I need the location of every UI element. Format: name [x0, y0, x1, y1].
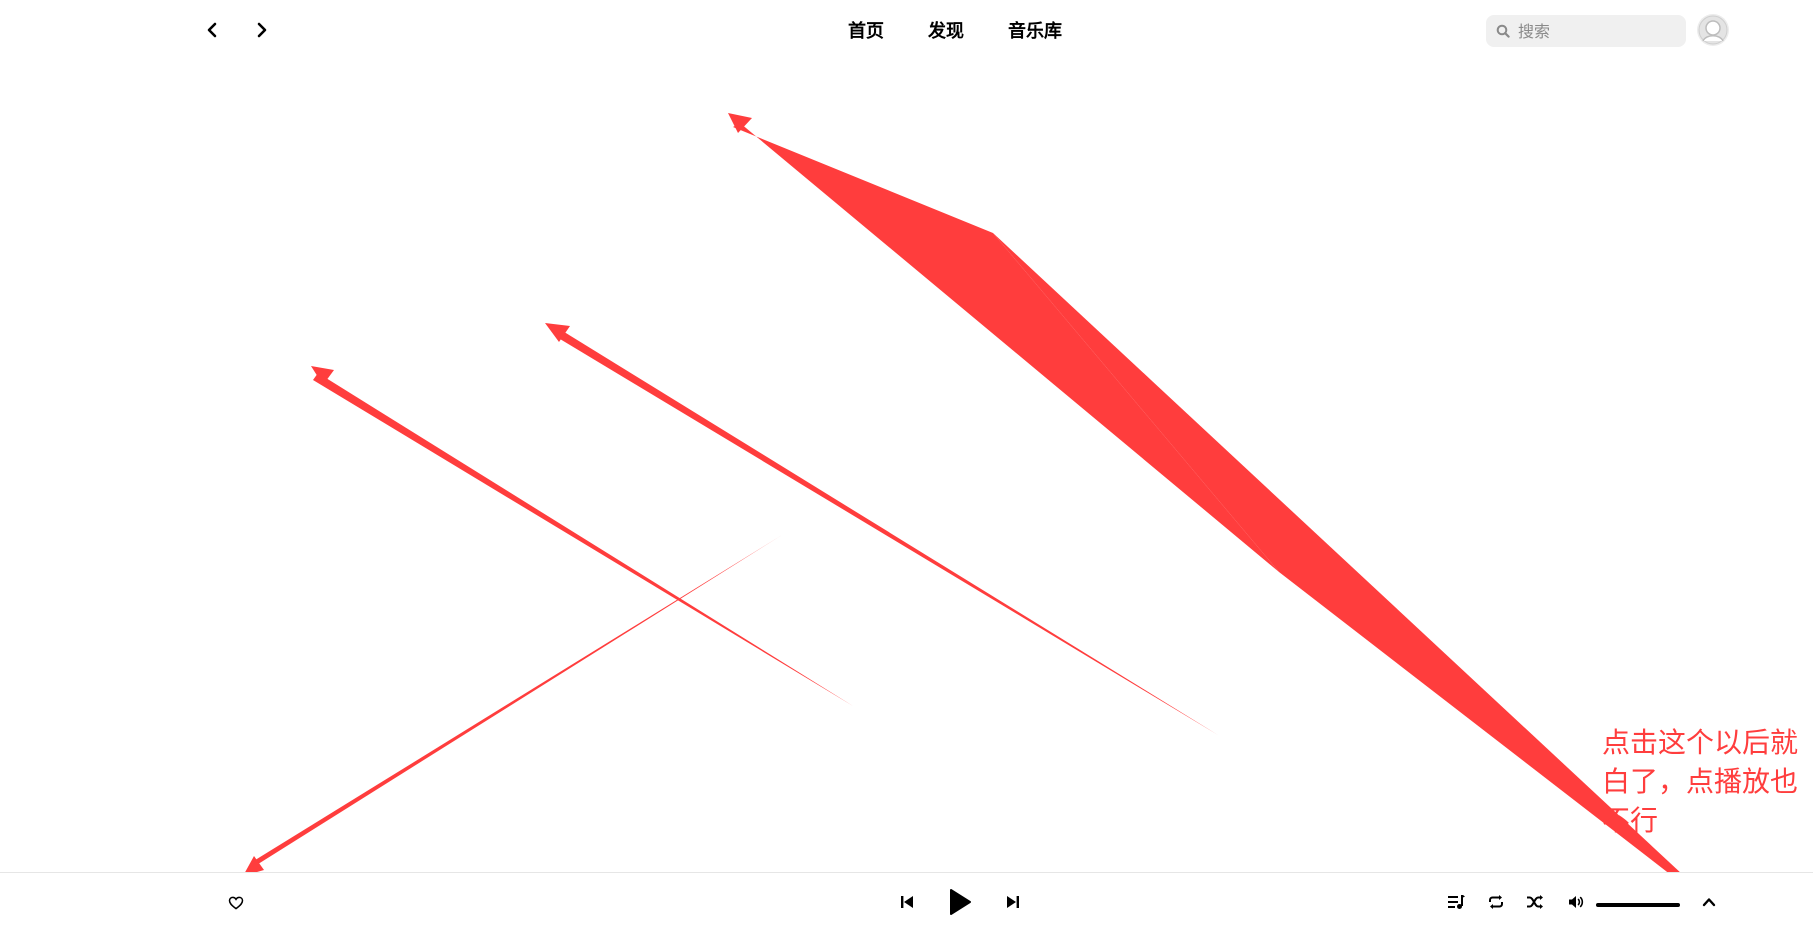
previous-button[interactable]	[896, 891, 918, 913]
search-icon	[1496, 24, 1510, 38]
tab-library[interactable]: 音乐库	[1008, 21, 1062, 42]
playlist-button[interactable]	[1444, 890, 1468, 914]
skip-previous-icon	[901, 896, 913, 908]
annotation-arrow-4-head	[311, 366, 334, 385]
history-nav	[196, 14, 278, 46]
tab-home[interactable]: 首页	[848, 21, 884, 42]
shuffle-button[interactable]	[1523, 890, 1547, 914]
tab-discover[interactable]: 发现	[928, 21, 964, 42]
back-button[interactable]	[196, 14, 228, 46]
avatar[interactable]	[1697, 14, 1729, 46]
annotation-arrow-2	[993, 233, 1697, 892]
volume-slider[interactable]	[1596, 903, 1680, 907]
annotation-arrow-3	[555, 330, 1218, 735]
expand-player-button[interactable]	[1697, 890, 1721, 914]
search-input[interactable]	[1516, 20, 1680, 42]
annotation-arrow-4	[313, 373, 853, 706]
repeat-button[interactable]	[1484, 890, 1508, 914]
avatar-icon	[1698, 15, 1728, 45]
search-box[interactable]	[1486, 15, 1686, 47]
play-button[interactable]	[944, 886, 976, 918]
play-icon	[950, 889, 971, 915]
top-bar: 首页 发现 音乐库	[0, 0, 1813, 64]
shuffle-icon	[1527, 895, 1543, 909]
heart-icon	[228, 896, 244, 910]
repeat-icon	[1489, 895, 1503, 909]
chevron-right-icon	[257, 22, 267, 38]
annotation-arrow-1-head	[728, 113, 752, 133]
annotation-arrow-1	[733, 123, 1279, 572]
forward-button[interactable]	[246, 14, 278, 46]
volume-icon	[1569, 896, 1584, 908]
like-button[interactable]	[226, 893, 246, 913]
next-button[interactable]	[1002, 891, 1024, 913]
chevron-left-icon	[207, 22, 217, 38]
annotation-arrow-5	[252, 535, 782, 866]
annotation-arrow-3-head	[545, 323, 570, 342]
annotation-note: 点击这个以后就白了，点播放也不行	[1602, 726, 1799, 837]
chevron-up-icon	[1702, 898, 1716, 907]
volume-button[interactable]	[1564, 890, 1588, 914]
main-tabs: 首页 发现 音乐库	[848, 18, 1062, 46]
player-bar	[0, 872, 1813, 931]
skip-next-icon	[1007, 896, 1019, 908]
playlist-icon	[1448, 895, 1465, 909]
